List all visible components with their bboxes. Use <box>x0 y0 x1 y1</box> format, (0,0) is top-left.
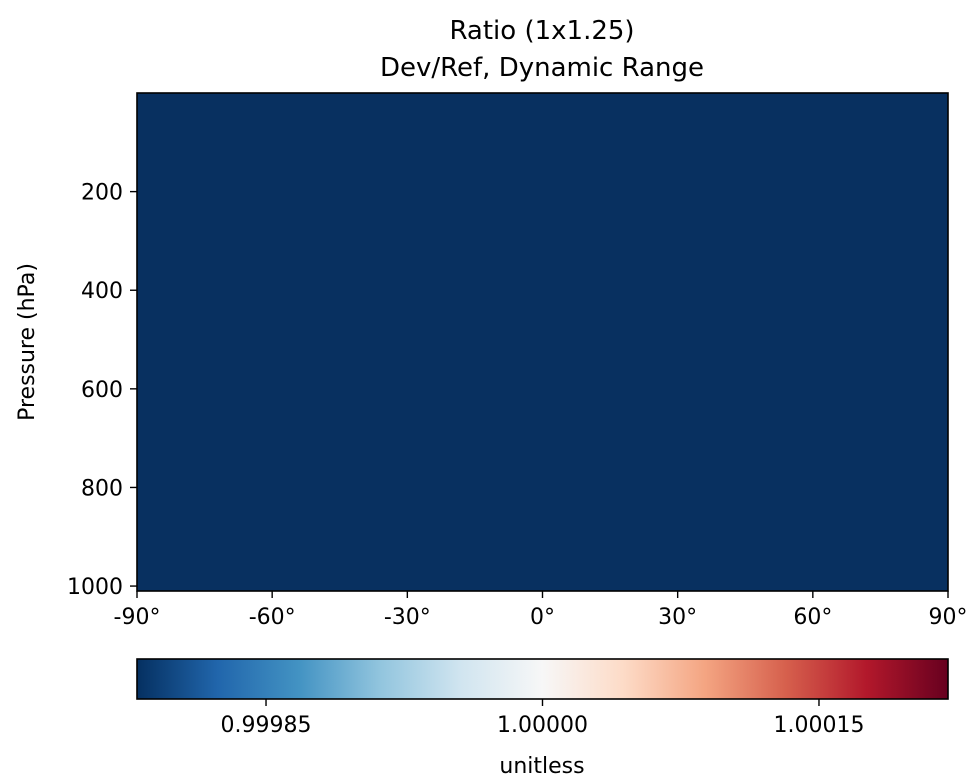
chart-subtitle: Dev/Ref, Dynamic Range <box>380 53 704 83</box>
colorbar-tick-label: 0.99985 <box>221 713 312 738</box>
y-axis-label: Pressure (hPa) <box>15 263 40 421</box>
x-tick-label: 30° <box>658 605 697 630</box>
colorbar <box>136 658 949 700</box>
x-tick-label: -30° <box>384 605 431 630</box>
colorbar-tick-label: 1.00015 <box>773 713 864 738</box>
y-tick-label: 200 <box>81 181 123 206</box>
y-tick-label: 1000 <box>67 575 123 600</box>
x-axis-ticks: -90° -60° -30° 0° 30° 60° 90° <box>114 591 968 630</box>
x-tick-label: 60° <box>793 605 832 630</box>
chart-title: Ratio (1x1.25) <box>449 16 634 46</box>
x-tick-label: -90° <box>114 605 161 630</box>
colorbar-label: unitless <box>499 754 584 779</box>
x-tick-label: 90° <box>929 605 968 630</box>
y-tick-label: 800 <box>81 476 123 501</box>
y-axis-ticks: 200 400 600 800 1000 <box>67 181 137 600</box>
x-tick-label: -60° <box>249 605 296 630</box>
colorbar-tick-label: 1.00000 <box>497 713 588 738</box>
x-tick-label: 0° <box>530 605 555 630</box>
y-tick-label: 400 <box>81 279 123 304</box>
y-tick-label: 600 <box>81 378 123 403</box>
heatmap-field <box>137 93 948 591</box>
colorbar-ticks: 0.99985 1.00000 1.00015 <box>221 699 864 738</box>
